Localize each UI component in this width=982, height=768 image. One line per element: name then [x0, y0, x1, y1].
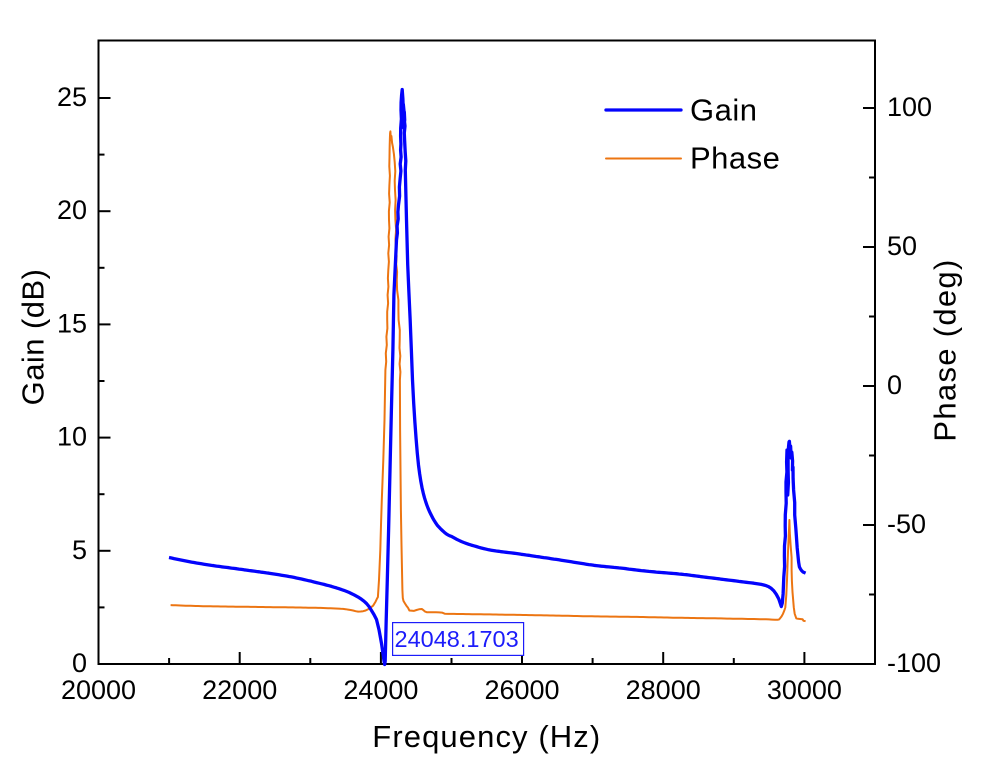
svg-text:10: 10 [57, 422, 87, 452]
svg-text:Phase: Phase [690, 141, 780, 176]
svg-text:15: 15 [57, 308, 87, 338]
svg-text:5: 5 [72, 535, 87, 565]
svg-text:-100: -100 [887, 648, 941, 678]
svg-text:50: 50 [887, 231, 917, 261]
svg-text:Phase (deg): Phase (deg) [928, 258, 963, 441]
svg-text:20000: 20000 [61, 675, 136, 705]
svg-text:Gain (dB): Gain (dB) [16, 269, 51, 406]
svg-text:26000: 26000 [484, 675, 559, 705]
svg-text:24048.1703: 24048.1703 [395, 626, 519, 652]
svg-text:0: 0 [887, 370, 902, 400]
svg-text:-50: -50 [887, 509, 926, 539]
svg-text:100: 100 [887, 92, 932, 122]
svg-text:0: 0 [72, 648, 87, 678]
svg-text:25: 25 [57, 82, 87, 112]
svg-text:30000: 30000 [767, 675, 842, 705]
svg-text:24000: 24000 [343, 675, 418, 705]
svg-text:28000: 28000 [626, 675, 701, 705]
svg-text:Gain: Gain [690, 93, 757, 128]
svg-text:Frequency (Hz): Frequency (Hz) [372, 719, 601, 754]
svg-text:22000: 22000 [202, 675, 277, 705]
svg-text:20: 20 [57, 195, 87, 225]
